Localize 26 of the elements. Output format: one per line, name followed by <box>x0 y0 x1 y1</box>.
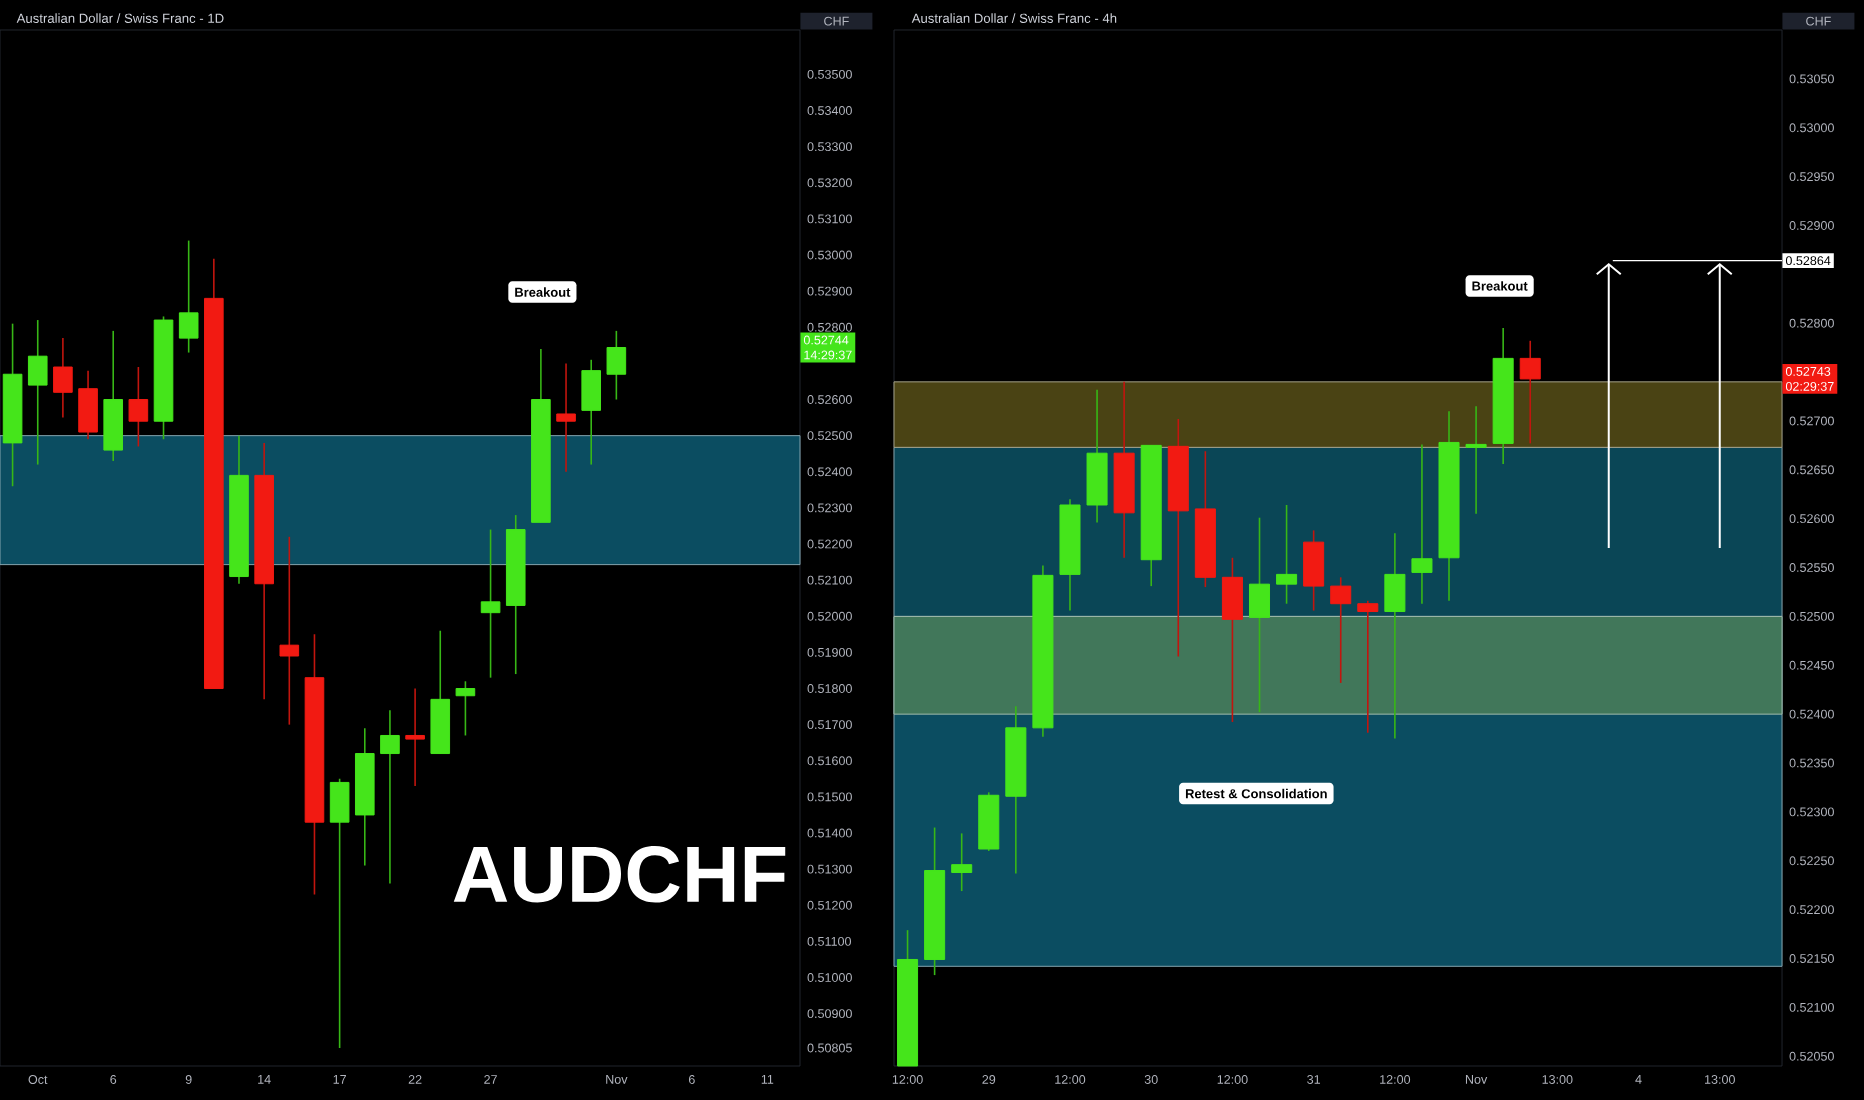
candlestick <box>1357 599 1379 734</box>
candlestick <box>581 358 602 466</box>
candlestick <box>556 362 576 473</box>
candlestick <box>1248 516 1271 713</box>
candlestick <box>1330 576 1352 684</box>
candlestick <box>329 778 350 1049</box>
candlestick <box>951 832 973 892</box>
candlestick <box>78 369 98 441</box>
candlestick <box>405 687 425 787</box>
candlestick <box>380 709 400 885</box>
candlestick <box>128 366 149 448</box>
candlestick <box>53 337 73 419</box>
candlestick <box>1465 405 1487 515</box>
candlestick <box>1519 339 1541 445</box>
annotation: AUDCHF <box>453 846 786 903</box>
candlestick <box>1384 532 1406 740</box>
candlestick <box>1411 443 1433 605</box>
candlestick <box>1221 556 1243 723</box>
candlestick <box>1303 529 1325 612</box>
candlestick <box>606 330 627 401</box>
candlestick <box>27 319 48 466</box>
candlestick <box>480 528 501 679</box>
candlestick <box>1276 504 1298 605</box>
candlestick <box>455 680 476 737</box>
candlestick <box>279 536 300 726</box>
candlestick <box>178 239 199 354</box>
